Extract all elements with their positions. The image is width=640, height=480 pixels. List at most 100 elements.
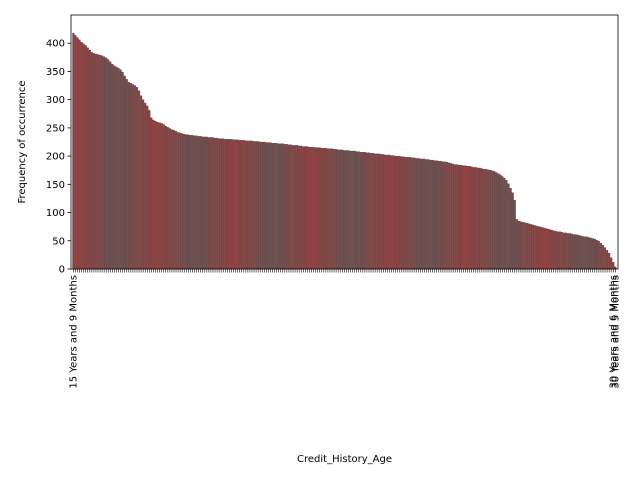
bar: [205, 136, 208, 270]
x-axis-title: Credit_History_Age: [297, 454, 392, 465]
bar: [328, 148, 331, 270]
bar: [528, 223, 531, 270]
bar: [158, 122, 161, 270]
bar: [495, 172, 498, 270]
bar: [273, 142, 276, 270]
bar: [111, 63, 114, 270]
bar: [160, 123, 163, 270]
bar: [82, 43, 85, 270]
bar: [365, 152, 368, 270]
bar: [300, 145, 303, 270]
bar: [417, 158, 420, 270]
bar: [172, 129, 175, 270]
bar: [302, 146, 305, 270]
bar: [374, 153, 377, 270]
bar: [209, 137, 212, 270]
bar: [429, 159, 432, 270]
bar: [376, 153, 379, 270]
bar: [591, 238, 594, 270]
bar: [462, 165, 465, 270]
bar: [550, 229, 553, 270]
bar: [277, 143, 280, 270]
bar: [90, 52, 93, 270]
bar: [404, 157, 407, 270]
bar: [419, 158, 422, 270]
bar: [431, 159, 434, 270]
bar: [425, 159, 428, 270]
bar: [316, 147, 319, 270]
bar: [484, 168, 488, 270]
bar: [203, 136, 206, 270]
bar: [400, 156, 403, 270]
bar: [289, 144, 292, 270]
bar: [548, 229, 551, 270]
bar: [135, 87, 139, 270]
bar: [552, 230, 555, 270]
bar: [523, 222, 527, 270]
bar: [164, 126, 167, 270]
bar: [433, 160, 436, 270]
bar: [478, 167, 481, 270]
bar: [333, 149, 336, 270]
bar: [562, 232, 566, 270]
bar: [450, 163, 453, 270]
bar: [101, 55, 104, 270]
bar: [115, 66, 118, 270]
y-axis: 0 50 100 150 200 250 300 350 400: [46, 39, 71, 276]
bar: [168, 128, 171, 270]
bar-series: [72, 32, 617, 270]
bar: [394, 155, 397, 270]
bar: [556, 231, 559, 270]
bar: [263, 141, 266, 270]
bar: [162, 124, 165, 270]
bar: [361, 152, 364, 270]
bar: [456, 164, 459, 270]
bar: [213, 137, 217, 270]
bar: [392, 155, 395, 270]
bar: [526, 223, 529, 270]
bar: [542, 227, 545, 270]
bar: [411, 157, 414, 270]
bar: [320, 148, 323, 270]
bar: [435, 160, 438, 270]
bar: [201, 136, 204, 270]
bar: [482, 168, 485, 270]
bar: [464, 165, 467, 270]
bar: [353, 150, 356, 270]
bar: [226, 139, 229, 270]
bar: [291, 145, 295, 270]
bar: [240, 140, 243, 270]
y-tick-label: 200: [46, 152, 65, 163]
bar: [370, 153, 373, 270]
bar: [170, 129, 173, 270]
bar: [92, 53, 95, 270]
bar: [573, 234, 576, 270]
bar: [571, 233, 574, 270]
bar: [156, 122, 159, 270]
bar: [125, 79, 128, 270]
bar: [177, 132, 180, 270]
bar: [413, 157, 416, 270]
bar: [386, 154, 389, 270]
bar: [587, 237, 590, 270]
bar: [452, 163, 455, 270]
bar: [84, 45, 87, 270]
bar: [218, 138, 221, 270]
bar: [507, 183, 510, 270]
bar: [509, 188, 512, 270]
bar: [608, 253, 611, 270]
bar: [341, 149, 344, 270]
bar: [144, 102, 147, 270]
bar: [150, 117, 153, 270]
bar: [513, 199, 516, 270]
bar: [406, 157, 409, 270]
bar: [271, 142, 274, 270]
bar: [304, 146, 307, 270]
bar: [252, 141, 256, 270]
bar: [267, 142, 270, 270]
bar: [275, 142, 278, 270]
bar: [610, 257, 613, 270]
bar: [265, 142, 268, 270]
y-tick-label: 350: [46, 67, 65, 78]
